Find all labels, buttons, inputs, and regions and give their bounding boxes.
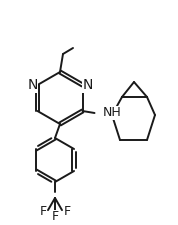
Text: N: N bbox=[27, 78, 38, 92]
Text: NH: NH bbox=[103, 106, 121, 119]
Text: F: F bbox=[40, 205, 47, 218]
Text: F: F bbox=[51, 211, 59, 223]
Text: N: N bbox=[82, 78, 93, 92]
Text: F: F bbox=[63, 205, 70, 218]
